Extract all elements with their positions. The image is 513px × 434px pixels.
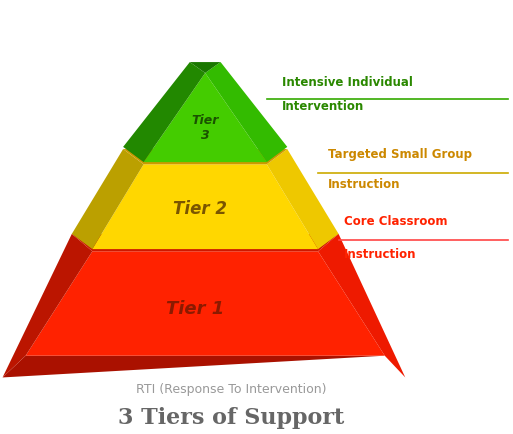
Polygon shape	[92, 165, 318, 250]
Text: Targeted Small Group: Targeted Small Group	[328, 148, 472, 161]
Text: 3 Tiers of Support: 3 Tiers of Support	[117, 407, 344, 428]
Text: Tier 2: Tier 2	[173, 199, 227, 217]
Text: Intervention: Intervention	[282, 100, 364, 113]
Polygon shape	[123, 63, 205, 163]
Text: RTI (Response To Intervention): RTI (Response To Intervention)	[135, 382, 326, 395]
Polygon shape	[267, 150, 339, 250]
Polygon shape	[123, 150, 287, 165]
Polygon shape	[3, 356, 385, 378]
Polygon shape	[72, 234, 339, 252]
Polygon shape	[205, 63, 287, 163]
Polygon shape	[3, 234, 92, 378]
Polygon shape	[318, 234, 405, 378]
Polygon shape	[190, 63, 221, 74]
Text: Instruction: Instruction	[328, 178, 401, 191]
Polygon shape	[144, 74, 267, 163]
Text: Intensive Individual: Intensive Individual	[282, 76, 413, 89]
Text: Tier
3: Tier 3	[191, 114, 219, 142]
Text: Instruction: Instruction	[344, 247, 416, 260]
Text: Tier 1: Tier 1	[166, 299, 224, 317]
Text: Core Classroom: Core Classroom	[344, 215, 447, 228]
Polygon shape	[26, 252, 385, 356]
Polygon shape	[72, 150, 144, 250]
